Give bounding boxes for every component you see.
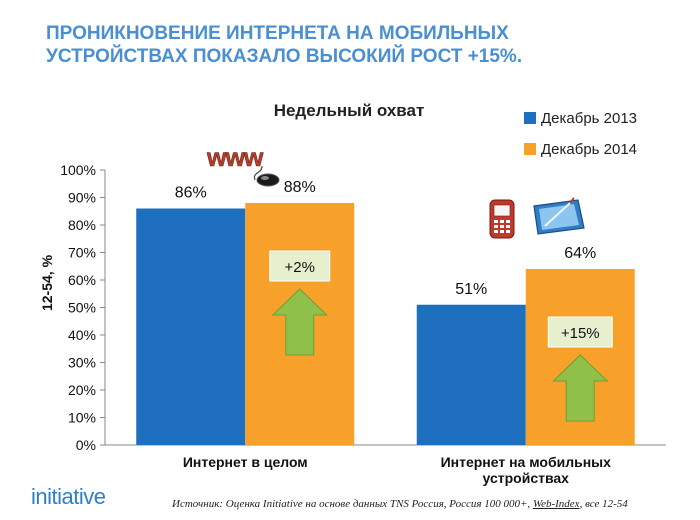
growth-arrow-icon: [271, 288, 328, 356]
y-tick-label: 0%: [76, 437, 96, 453]
growth-label: +2%: [285, 259, 315, 276]
y-tick-label: 40%: [68, 327, 96, 343]
bars: [136, 203, 635, 445]
legend: Декабрь 2013 Декабрь 2014: [524, 110, 637, 158]
mobile-phone-icon: [489, 199, 515, 239]
initiative-logo: initiative: [31, 484, 106, 509]
growth-box: [547, 316, 613, 348]
y-tick-label: 30%: [68, 355, 96, 371]
category-label: Интернет в целом: [183, 454, 308, 470]
slide-title-line1: ПРОНИКНОВЕНИЕ ИНТЕРНЕТА НА МОБИЛЬНЫХ: [46, 23, 509, 44]
y-tick-label: 90%: [68, 190, 96, 206]
legend-label: Декабрь 2014: [541, 141, 637, 158]
growth-arrow-icon: [552, 354, 609, 422]
bar: [136, 208, 246, 445]
y-tick-label: 60%: [68, 272, 96, 288]
y-ticks: 0% 10% 20% 30% 40% 50% 60% 70% 80% 90% 100%: [60, 162, 105, 453]
category-label: Интернет на мобильных: [441, 454, 612, 470]
y-tick-label: 10%: [68, 410, 96, 426]
www-mouse-icon: www: [206, 144, 280, 187]
y-tick-label: 20%: [68, 382, 96, 398]
bar-labels: 86% 88% 51% 64%: [175, 179, 597, 298]
bar-value-label: 51%: [455, 281, 487, 298]
slide-title: ПРОНИКНОВЕНИЕ ИНТЕРНЕТА НА МОБИЛЬНЫХ УСТ…: [46, 22, 686, 68]
legend-swatch: [524, 112, 536, 124]
y-tick-label: 80%: [68, 217, 96, 233]
source-link[interactable]: Web-Index: [532, 498, 580, 510]
www-icon-text: www: [206, 144, 264, 172]
growth-label: +15%: [561, 325, 600, 342]
source-note: Источник: Оценка Initiative на основе да…: [172, 498, 697, 510]
y-tick-label: 70%: [68, 245, 96, 261]
y-tick-label: 100%: [60, 162, 96, 178]
growth-box: [269, 250, 331, 282]
bar-value-label: 86%: [175, 185, 207, 202]
growth-indicators: +2% +15%: [269, 250, 613, 422]
y-tick-label: 50%: [68, 300, 96, 316]
y-axis-label: 12-54, %: [39, 254, 55, 311]
bar-value-label: 64%: [564, 245, 596, 262]
bar-value-label: 88%: [284, 179, 316, 196]
legend-swatch: [524, 143, 536, 155]
bar: [416, 304, 526, 445]
slide-title-line2: УСТРОЙСТВАХ ПОКАЗАЛО ВЫСОКИЙ РОСТ +15%.: [46, 46, 523, 67]
category-label: устройствах: [483, 470, 570, 486]
legend-label: Декабрь 2013: [541, 110, 637, 127]
source-suffix: , все 12-54: [579, 498, 628, 510]
source-prefix: Источник: Оценка Initiative на основе да…: [172, 498, 533, 510]
chart-title: Недельный охват: [274, 101, 425, 120]
tablet-icon: [533, 197, 585, 235]
category-labels: Интернет в целом Интернет на мобильныхуст…: [183, 454, 611, 486]
